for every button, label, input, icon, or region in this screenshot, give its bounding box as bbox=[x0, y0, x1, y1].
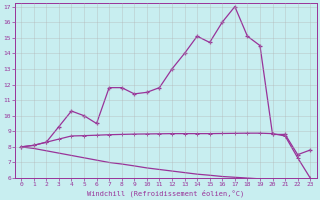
X-axis label: Windchill (Refroidissement éolien,°C): Windchill (Refroidissement éolien,°C) bbox=[87, 189, 244, 197]
